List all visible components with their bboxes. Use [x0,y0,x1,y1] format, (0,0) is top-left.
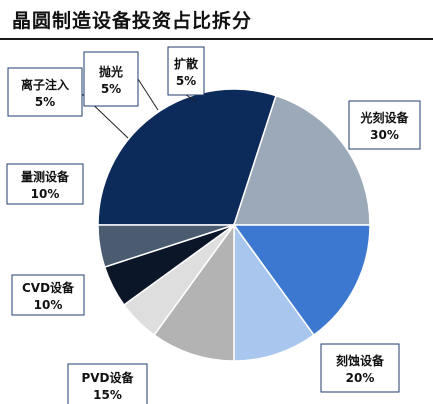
slice-value-diffusion: 5% [176,74,196,88]
pie-slice-metrology [153,222,235,362]
label-box-polishing [83,51,139,107]
label-box-pvd [67,363,148,404]
leader-line-polishing [137,78,159,111]
chart-title: 晶圆制造设备投资占比拆分 [12,10,253,32]
slice-label-etching: 刻蚀设备 [336,353,385,368]
data-label-cvd: CVD设备 10% [11,274,85,316]
slice-value-cvd: 10% [34,298,63,312]
leader-line-diffusion [185,94,197,102]
title-divider [0,38,433,40]
label-box-ion-implant [7,67,83,117]
data-label-etching: 刻蚀设备 20% [320,343,400,393]
slice-label-pvd: PVD设备 [81,370,134,385]
slice-value-ion-implant: 5% [35,95,55,109]
slice-label-diffusion: 扩散 [174,56,199,71]
label-box-metrology [6,163,84,205]
label-box-lithography [348,100,421,150]
pie-slice-pvd [232,224,371,337]
data-label-polishing: 抛光 5% [83,51,139,107]
slice-value-metrology: 10% [31,187,60,201]
data-label-ion-implant: 离子注入 5% [7,67,83,117]
pie-slice-lithography [97,88,277,226]
data-label-lithography: 光刻设备 30% [348,100,421,150]
data-label-pvd: PVD设备 15% [67,363,148,404]
pie-slice-diffusion [97,224,235,268]
data-label-metrology: 量测设备 10% [6,163,84,205]
slice-value-lithography: 30% [370,128,399,142]
pie-slice-cvd [233,222,315,362]
slice-label-metrology: 量测设备 [21,169,70,184]
data-label-diffusion: 扩散 5% [167,46,205,96]
label-box-cvd [11,274,85,316]
slice-value-etching: 20% [346,371,375,385]
slice-label-polishing: 抛光 [99,64,123,79]
slice-value-polishing: 5% [101,82,121,96]
slice-label-ion-implant: 离子注入 [21,77,69,92]
slice-value-pvd: 15% [93,388,122,402]
slice-label-lithography: 光刻设备 [359,110,409,125]
slice-label-cvd: CVD设备 [22,280,75,295]
label-box-diffusion [167,46,205,96]
pie-slice-etching [232,94,371,226]
label-box-etching [320,343,400,393]
